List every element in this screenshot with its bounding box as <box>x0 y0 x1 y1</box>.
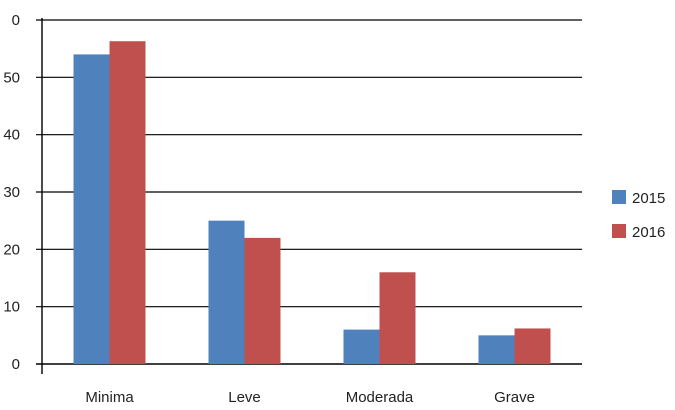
x-tick-label: Leve <box>228 389 261 405</box>
y-tick-label: 50 <box>3 69 20 86</box>
y-tick-label: 20 <box>3 241 20 258</box>
legend-label: 2015 <box>632 190 665 207</box>
bar-2015-grave <box>478 335 515 364</box>
bar-2015-leve <box>208 220 245 364</box>
y-tick-label: 0 <box>12 12 20 29</box>
x-tick-labels: Minima Leve Moderada Grave <box>85 389 535 406</box>
legend: 2015 2016 <box>612 190 665 241</box>
legend-swatch <box>612 190 626 204</box>
y-tick-label: 30 <box>3 184 20 201</box>
bar-2015-moderada <box>343 329 380 364</box>
bar-2016-leve <box>244 237 281 364</box>
x-tick-label: Grave <box>494 389 535 405</box>
bar-2016-grave <box>514 328 551 364</box>
bar-2016-moderada <box>379 272 416 364</box>
y-tick-labels: 0 10 20 30 40 50 0 <box>3 12 20 373</box>
legend-label: 2016 <box>632 224 665 241</box>
y-tick-label: 10 <box>3 299 20 316</box>
x-tick-label: Minima <box>85 389 134 405</box>
bar-2015-minima <box>73 54 110 365</box>
x-tick-label: Moderada <box>346 389 414 405</box>
bars <box>73 41 551 365</box>
y-tick-label: 0 <box>12 356 20 373</box>
bar-2016-minima <box>109 41 146 365</box>
y-tick-label: 40 <box>3 127 20 144</box>
legend-swatch <box>612 224 626 238</box>
